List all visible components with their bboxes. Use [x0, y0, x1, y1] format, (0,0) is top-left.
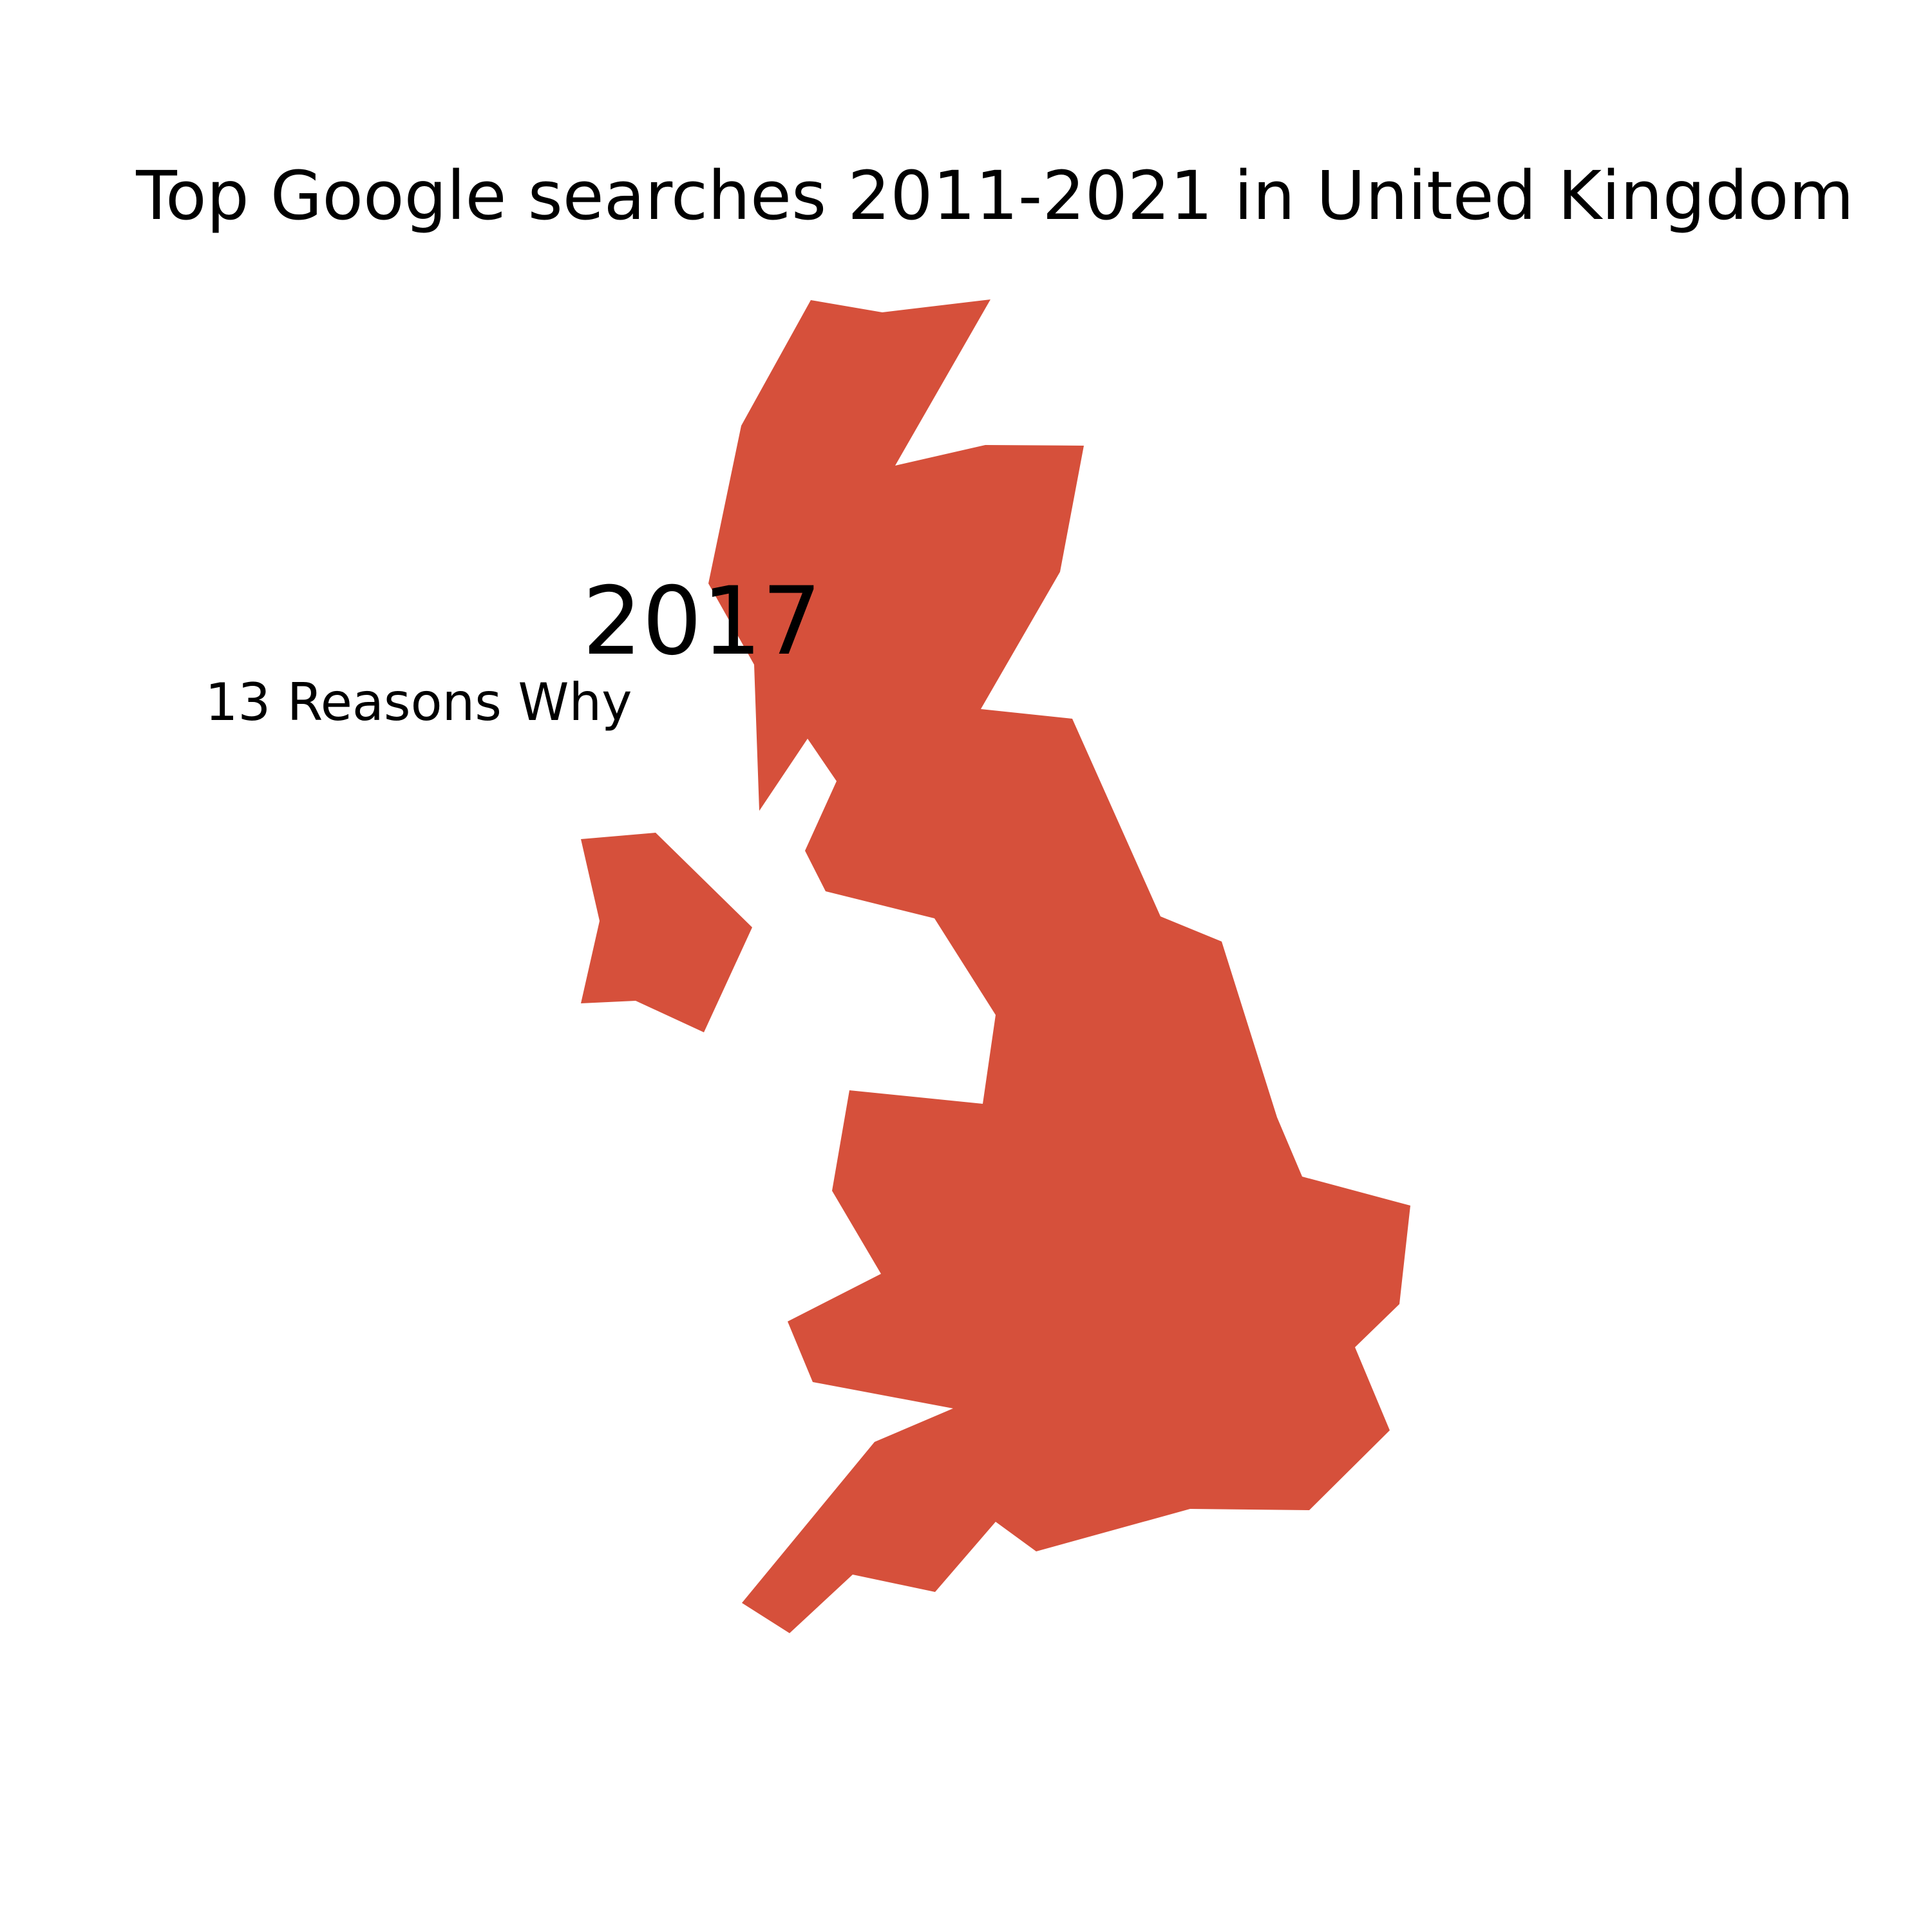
northern-ireland-shape: [581, 833, 752, 1032]
year-label: 2017: [582, 567, 822, 676]
great-britain-shape: [708, 299, 1410, 1633]
top-search-label: 13 Reasons Why: [205, 672, 632, 732]
map-title: Top Google searches 2011-2021 in United …: [135, 156, 1854, 235]
